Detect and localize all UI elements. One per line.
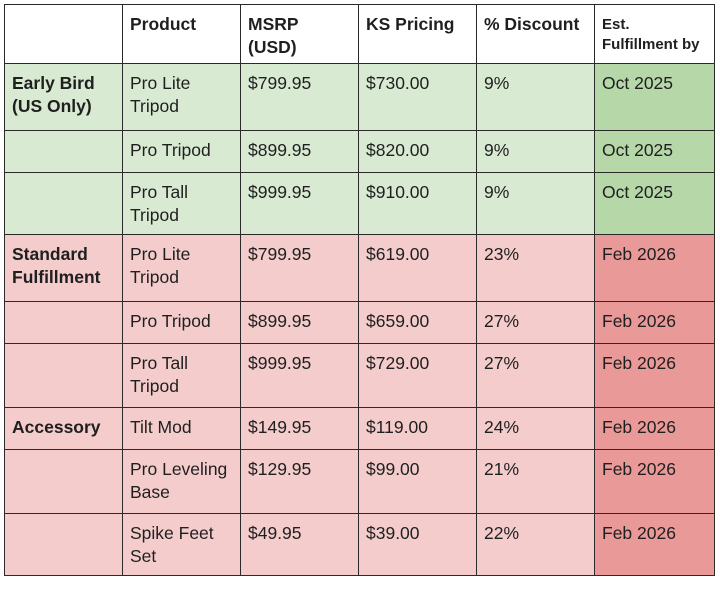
product-cell: Spike Feet Set <box>122 513 241 576</box>
group-label: Accessory <box>4 407 123 450</box>
msrp-cell: $129.95 <box>240 449 359 514</box>
product-cell: Pro Tripod <box>122 301 241 344</box>
ks-pricing-cell: $119.00 <box>358 407 477 450</box>
ks-pricing-cell: $619.00 <box>358 234 477 302</box>
discount-cell: 9% <box>476 63 595 131</box>
table-row: Standard Fulfillment Pro Lite Tripod $79… <box>4 234 715 302</box>
fulfillment-cell: Oct 2025 <box>594 172 715 235</box>
fulfillment-cell: Feb 2026 <box>594 234 715 302</box>
fulfillment-cell: Feb 2026 <box>594 513 715 576</box>
msrp-cell: $149.95 <box>240 407 359 450</box>
header-row: Product MSRP (USD) KS Pricing % Discount… <box>4 4 715 64</box>
fulfillment-cell: Feb 2026 <box>594 407 715 450</box>
header-ks-pricing: KS Pricing <box>358 4 477 64</box>
group-label <box>4 513 123 576</box>
table-row: Pro Tall Tripod $999.95 $729.00 27% Feb … <box>4 343 715 408</box>
ks-pricing-cell: $730.00 <box>358 63 477 131</box>
discount-cell: 21% <box>476 449 595 514</box>
product-cell: Tilt Mod <box>122 407 241 450</box>
ks-pricing-cell: $659.00 <box>358 301 477 344</box>
group-label: Early Bird (US Only) <box>4 63 123 131</box>
fulfillment-cell: Oct 2025 <box>594 130 715 173</box>
ks-pricing-cell: $729.00 <box>358 343 477 408</box>
msrp-cell: $899.95 <box>240 301 359 344</box>
msrp-cell: $999.95 <box>240 172 359 235</box>
group-label <box>4 130 123 173</box>
group-label <box>4 301 123 344</box>
fulfillment-cell: Feb 2026 <box>594 301 715 344</box>
table-row: Pro Tall Tripod $999.95 $910.00 9% Oct 2… <box>4 172 715 235</box>
discount-cell: 23% <box>476 234 595 302</box>
msrp-cell: $799.95 <box>240 63 359 131</box>
header-group <box>4 4 123 64</box>
discount-cell: 27% <box>476 343 595 408</box>
table-row: Pro Tripod $899.95 $659.00 27% Feb 2026 <box>4 301 715 344</box>
discount-cell: 9% <box>476 130 595 173</box>
ks-pricing-cell: $910.00 <box>358 172 477 235</box>
product-cell: Pro Leveling Base <box>122 449 241 514</box>
product-cell: Pro Tall Tripod <box>122 343 241 408</box>
product-cell: Pro Lite Tripod <box>122 234 241 302</box>
ks-pricing-cell: $39.00 <box>358 513 477 576</box>
header-discount: % Discount <box>476 4 595 64</box>
ks-pricing-cell: $820.00 <box>358 130 477 173</box>
ks-pricing-cell: $99.00 <box>358 449 477 514</box>
group-label <box>4 343 123 408</box>
header-fulfillment: Est. Fulfillment by <box>594 4 715 64</box>
table-row: Pro Tripod $899.95 $820.00 9% Oct 2025 <box>4 130 715 173</box>
group-label <box>4 172 123 235</box>
discount-cell: 24% <box>476 407 595 450</box>
group-label <box>4 449 123 514</box>
header-msrp: MSRP (USD) <box>240 4 359 64</box>
fulfillment-cell: Oct 2025 <box>594 63 715 131</box>
product-cell: Pro Tripod <box>122 130 241 173</box>
table-row: Accessory Tilt Mod $149.95 $119.00 24% F… <box>4 407 715 450</box>
fulfillment-cell: Feb 2026 <box>594 449 715 514</box>
discount-cell: 22% <box>476 513 595 576</box>
msrp-cell: $49.95 <box>240 513 359 576</box>
discount-cell: 9% <box>476 172 595 235</box>
product-cell: Pro Tall Tripod <box>122 172 241 235</box>
msrp-cell: $999.95 <box>240 343 359 408</box>
fulfillment-cell: Feb 2026 <box>594 343 715 408</box>
table-row: Spike Feet Set $49.95 $39.00 22% Feb 202… <box>4 513 715 576</box>
table-row: Early Bird (US Only) Pro Lite Tripod $79… <box>4 63 715 131</box>
product-cell: Pro Lite Tripod <box>122 63 241 131</box>
msrp-cell: $799.95 <box>240 234 359 302</box>
pricing-table: Product MSRP (USD) KS Pricing % Discount… <box>4 4 715 576</box>
discount-cell: 27% <box>476 301 595 344</box>
table-row: Pro Leveling Base $129.95 $99.00 21% Feb… <box>4 449 715 514</box>
group-label: Standard Fulfillment <box>4 234 123 302</box>
header-product: Product <box>122 4 241 64</box>
msrp-cell: $899.95 <box>240 130 359 173</box>
